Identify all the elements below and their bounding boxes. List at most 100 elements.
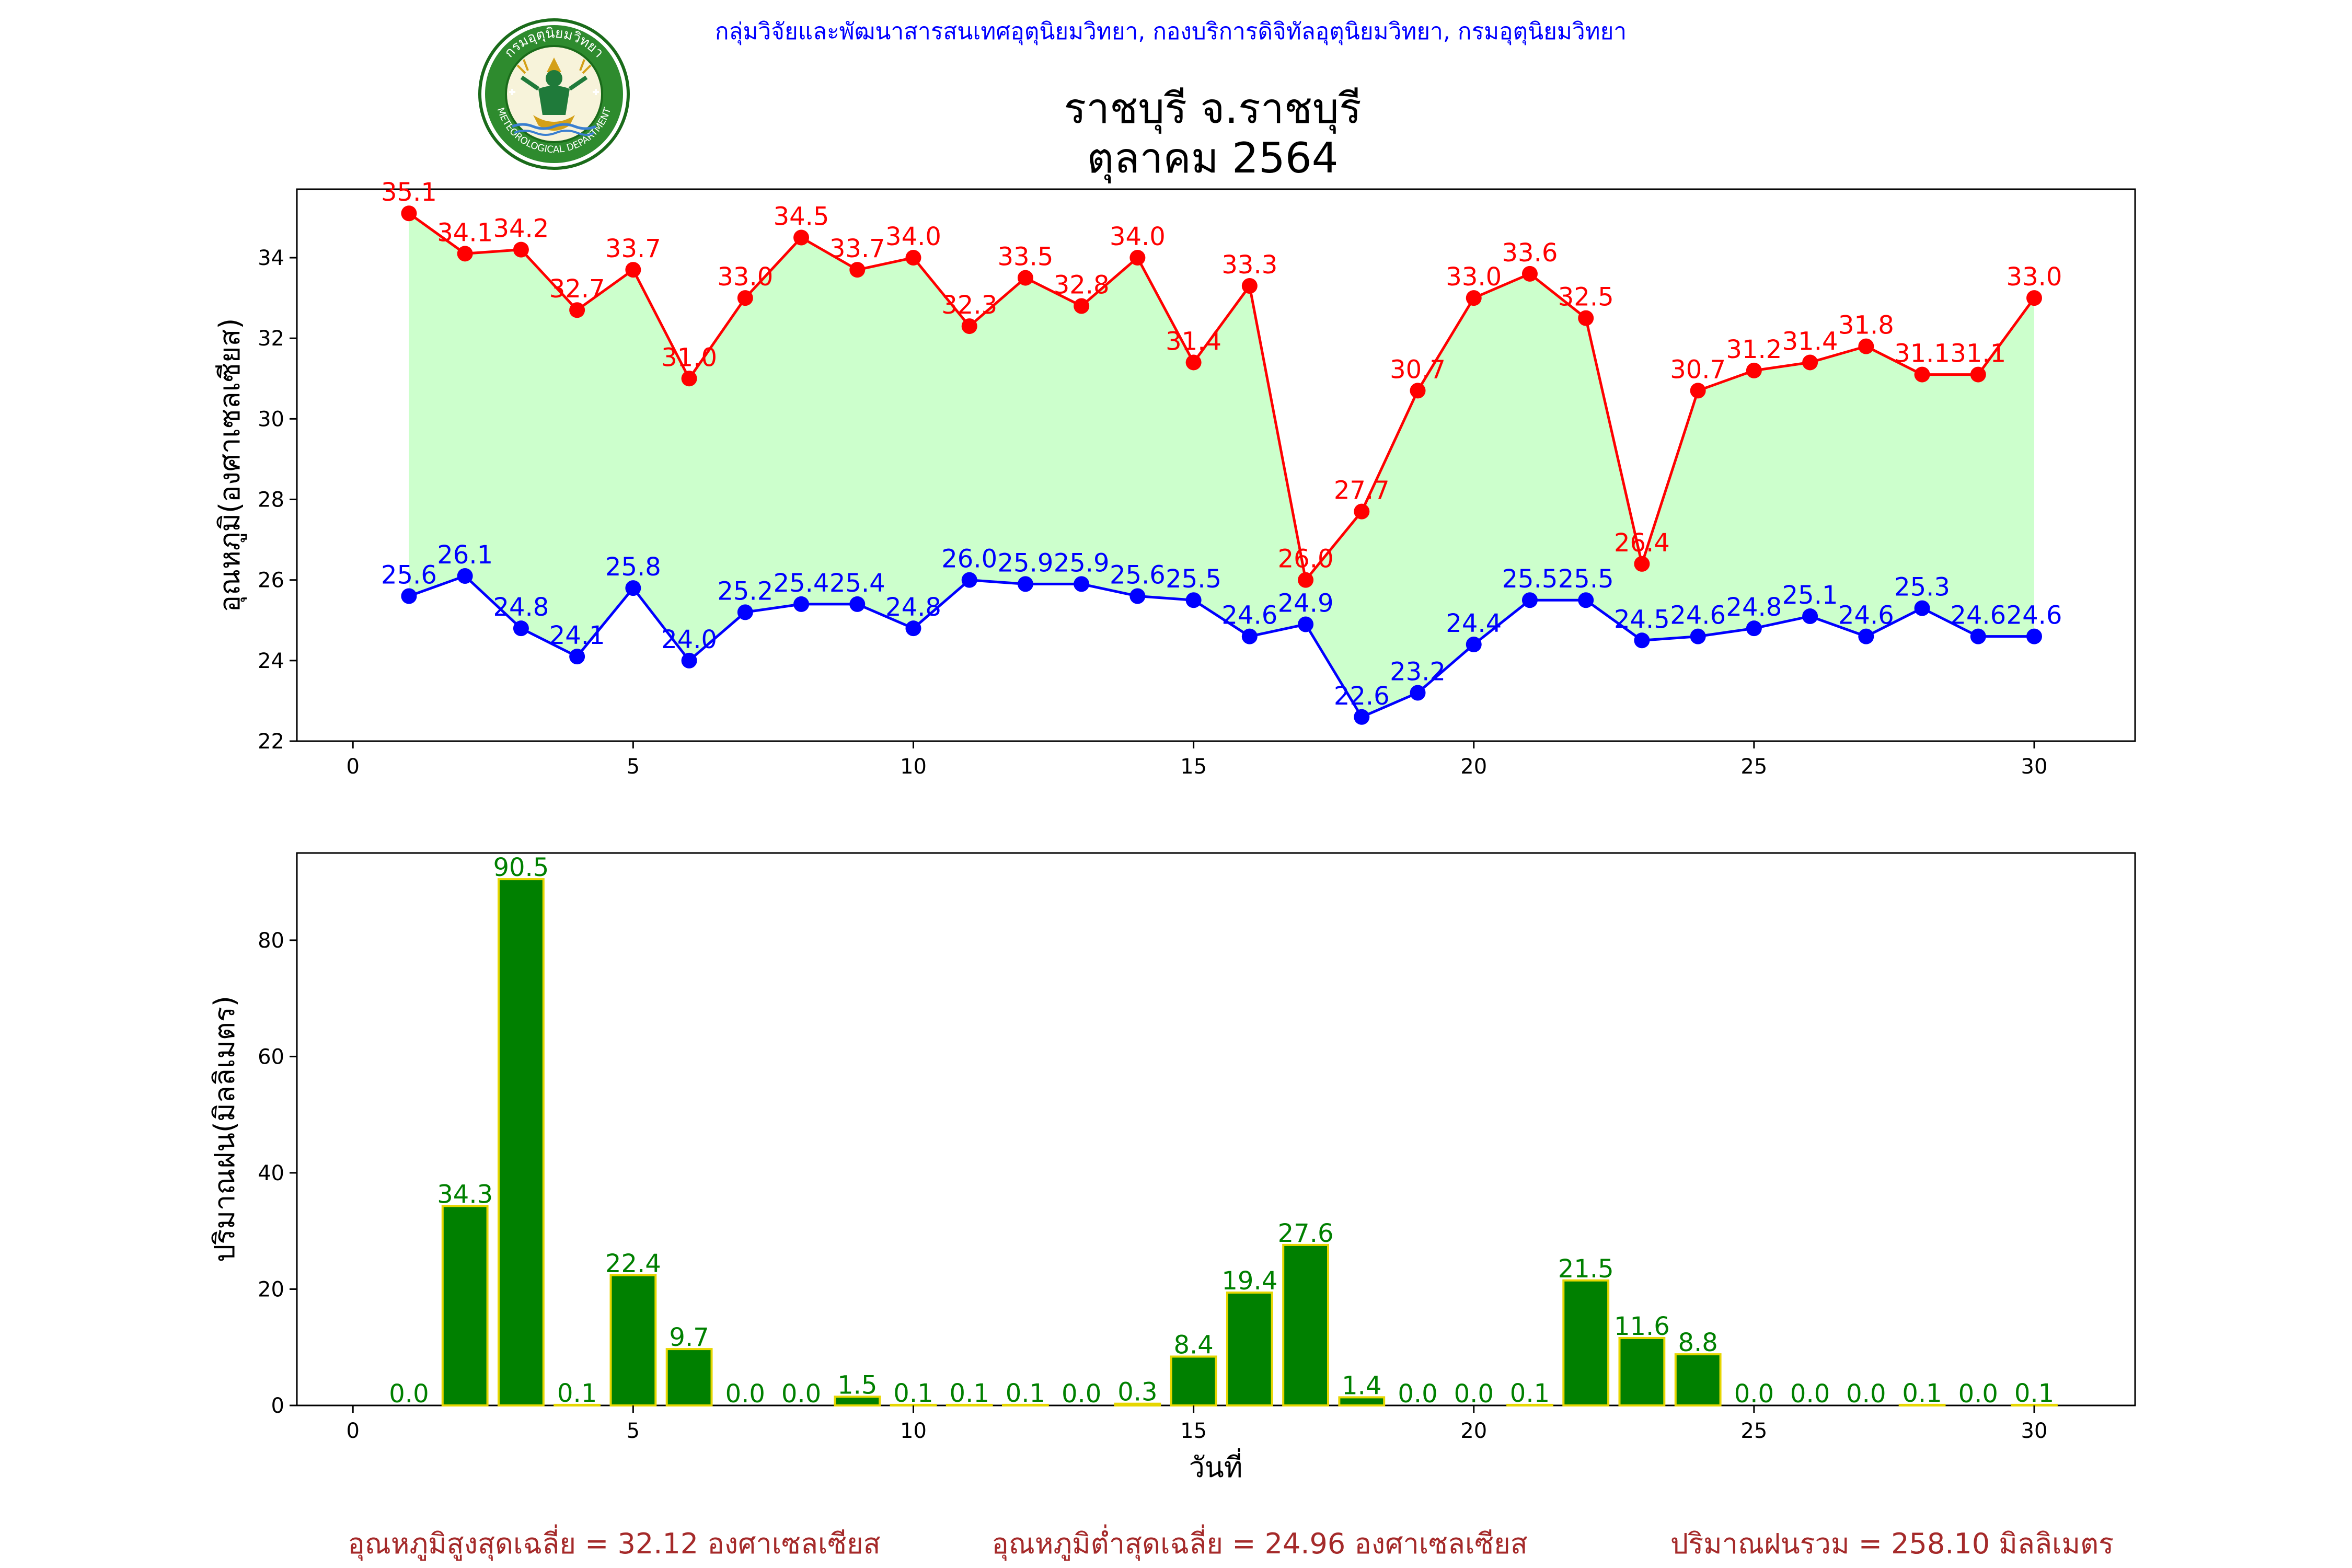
- rainfall-x-tick-label: 20: [1460, 1419, 1487, 1443]
- temperature-max-data-label: 32.8: [1054, 271, 1110, 300]
- temperature-min-point: [793, 596, 810, 612]
- rainfall-data-label: 19.4: [1221, 1266, 1277, 1296]
- temperature-max-data-label: 34.5: [774, 202, 829, 231]
- temperature-max-data-label: 33.0: [717, 262, 773, 292]
- temperature-max-data-label: 35.1: [381, 178, 437, 207]
- temperature-y-tick-label: 22: [258, 730, 284, 754]
- temperature-x-tick-label: 5: [627, 755, 640, 779]
- temperature-max-point: [1746, 362, 1762, 378]
- temperature-min-data-label: 22.6: [1334, 682, 1390, 711]
- temperature-max-data-label: 27.7: [1334, 476, 1390, 505]
- temperature-min-point: [1690, 628, 1706, 644]
- temperature-max-point: [401, 205, 417, 222]
- temperature-min-point: [513, 620, 529, 637]
- rainfall-data-label: 0.0: [1734, 1379, 1774, 1409]
- temperature-max-point: [2026, 290, 2042, 306]
- temperature-min-data-label: 25.3: [1894, 573, 1950, 602]
- rainfall-bar: [1562, 1279, 1610, 1407]
- temperature-min-data-label: 24.8: [1726, 593, 1782, 622]
- temperature-x-tick-label: 0: [346, 755, 359, 779]
- temperature-max-data-label: 33.7: [605, 234, 661, 263]
- temperature-max-point: [1970, 366, 1986, 383]
- temperature-min-point: [1970, 628, 1986, 644]
- temperature-max-data-label: 32.5: [1558, 283, 1614, 312]
- temperature-x-tick-label: 15: [1180, 755, 1207, 779]
- rainfall-x-tick-label: 10: [900, 1419, 927, 1443]
- rainfall-data-label: 0.3: [1117, 1378, 1157, 1407]
- rainfall-y-tick-label: 40: [258, 1161, 284, 1185]
- rainfall-data-label: 0.0: [1790, 1379, 1830, 1409]
- temperature-max-data-label: 33.3: [1221, 250, 1277, 280]
- temperature-min-point: [1410, 685, 1426, 701]
- rainfall-data-label: 21.5: [1558, 1254, 1614, 1284]
- temperature-min-data-label: 24.1: [549, 621, 605, 650]
- temperature-max-data-label: 26.4: [1614, 528, 1670, 558]
- temperature-max-point: [1634, 556, 1650, 572]
- temperature-min-point: [1914, 600, 1930, 616]
- temperature-min-point: [1746, 620, 1762, 637]
- temperature-min-point: [1129, 588, 1146, 604]
- temperature-max-point: [1241, 278, 1258, 294]
- temperature-max-data-label: 30.7: [1390, 355, 1446, 384]
- temperature-min-data-label: 24.8: [885, 593, 941, 622]
- temperature-max-data-label: 31.2: [1726, 335, 1782, 364]
- chart-title-line2: ตุลาคม 2564: [1087, 134, 1338, 183]
- temperature-max-data-label: 34.0: [1110, 222, 1166, 251]
- temperature-y-tick-label: 34: [258, 246, 284, 270]
- temperature-x-tick-label: 10: [900, 755, 927, 779]
- rainfall-x-tick-label: 5: [627, 1419, 640, 1443]
- rainfall-y-tick-label: 60: [258, 1045, 284, 1069]
- temperature-min-point: [1578, 592, 1594, 608]
- temperature-max-point: [1017, 270, 1033, 286]
- rainfall-y-tick-label: 80: [258, 929, 284, 953]
- temperature-min-point: [401, 588, 417, 604]
- rainfall-bar: [498, 878, 545, 1406]
- temperature-max-point: [1185, 354, 1202, 371]
- temperature-min-data-label: 24.6: [2007, 601, 2062, 630]
- rainfall-bar: [1114, 1402, 1161, 1406]
- rainfall-y-axis-label: ปริมาณฝน(มิลลิเมตร): [208, 996, 241, 1262]
- temperature-max-data-label: 26.0: [1278, 545, 1334, 574]
- temperature-min-data-label: 24.8: [493, 593, 549, 622]
- temperature-max-data-label: 31.4: [1166, 327, 1221, 356]
- temperature-min-data-label: 26.1: [437, 540, 493, 570]
- temperature-min-point: [1858, 628, 1874, 644]
- temperature-min-point: [1185, 592, 1202, 608]
- temperature-min-data-label: 24.5: [1614, 605, 1670, 634]
- temperature-min-data-label: 25.5: [1558, 564, 1614, 594]
- temperature-max-point: [1521, 266, 1538, 282]
- rainfall-x-tick-label: 0: [346, 1419, 359, 1443]
- temperature-min-point: [1074, 576, 1090, 592]
- temperature-y-tick-label: 28: [258, 488, 284, 512]
- rainfall-bar: [1338, 1396, 1386, 1406]
- rainfall-data-label: 0.0: [1062, 1379, 1101, 1409]
- rainfall-bar: [609, 1274, 657, 1407]
- credit-text: กลุ่มวิจัยและพัฒนาสารสนเทศอุตุนิยมวิทยา,…: [715, 18, 1627, 45]
- temperature-max-point: [513, 241, 529, 258]
- temperature-max-point: [1354, 503, 1370, 520]
- rainfall-x-axis-label: วันที่: [1189, 1448, 1243, 1484]
- rainfall-data-label: 27.6: [1278, 1219, 1334, 1248]
- temperature-max-point: [625, 262, 641, 278]
- temperature-min-point: [1241, 628, 1258, 644]
- temperature-max-point: [1074, 298, 1090, 314]
- temperature-y-tick-label: 30: [258, 407, 284, 431]
- temperature-min-point: [737, 604, 753, 620]
- rainfall-data-label: 1.5: [837, 1370, 877, 1400]
- temperature-min-point: [1298, 616, 1314, 632]
- temperature-min-data-label: 25.2: [717, 577, 773, 606]
- temperature-min-point: [961, 572, 977, 588]
- temperature-y-tick-label: 26: [258, 569, 284, 593]
- temperature-x-tick-label: 20: [1460, 755, 1487, 779]
- rainfall-bar: [1618, 1336, 1666, 1406]
- temperature-range-fill: [409, 213, 2034, 717]
- temperature-y-axis-label: อุณหภูมิ(องศาเซลเซียส): [213, 318, 247, 613]
- temperature-min-data-label: 25.4: [829, 569, 885, 598]
- temperature-max-point: [1914, 366, 1930, 383]
- temperature-max-point: [849, 262, 866, 278]
- temperature-max-point: [1578, 310, 1594, 326]
- temperature-min-point: [1354, 709, 1370, 725]
- temperature-min-line: [408, 574, 2034, 719]
- rainfall-data-label: 0.1: [950, 1379, 989, 1408]
